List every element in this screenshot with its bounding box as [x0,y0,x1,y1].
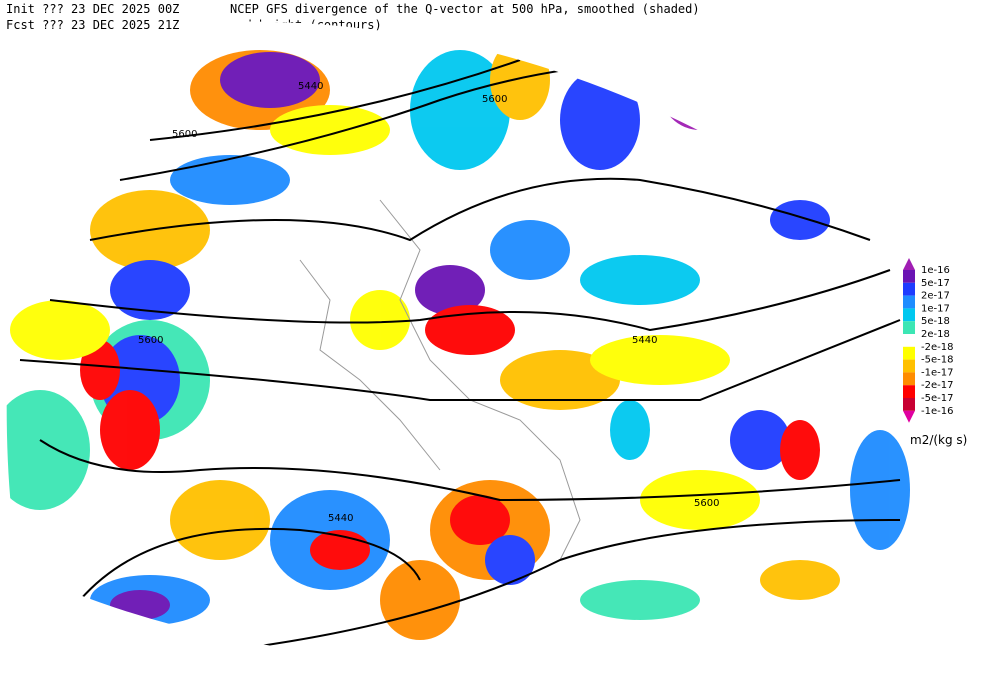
colorbar-label: 5e-17 [921,278,950,289]
colorbar-swatch [903,372,915,386]
contour-label: 5600 [482,94,507,105]
colorbar-label: 1e-17 [921,303,950,314]
colorbar-label: -2e-18 [921,342,953,353]
colorbar-label: -1e-16 [921,406,953,417]
colorbar-cap [903,258,915,270]
colorbar-label: -5e-18 [921,355,953,366]
colorbar-swatch [903,398,915,411]
colorbar-label: -1e-17 [921,367,953,378]
contour-label: 5600 [172,129,197,140]
colorbar-swatch [903,295,915,309]
colorbar-cap [903,410,915,423]
colorbar-swatch [903,282,915,296]
colorbar-swatch [903,270,915,283]
fcst-line: Fcst ??? 23 DEC 2025 21Z [6,18,179,32]
colorbar-label: 5e-18 [921,316,950,327]
colorbar-swatch [903,359,915,373]
colorbar-label: 2e-17 [921,291,950,302]
contour-label: 5600 [138,335,163,346]
contour-label: 5440 [632,335,657,346]
colorbar-label: 2e-18 [921,329,950,340]
title: NCEP GFS divergence of the Q-vector at 5… [230,2,700,16]
colorbar-swatch [903,334,915,347]
colorbar-label: -2e-17 [921,380,953,391]
colorbar-swatch [903,346,915,360]
colorbar-swatch [903,308,915,322]
colorbar-label: 1e-16 [921,265,950,276]
init-line: Init ??? 23 DEC 2025 00Z [6,2,179,16]
colorbar-swatch [903,321,915,334]
colorbar-swatch [903,385,915,398]
contour-label: 5440 [298,81,323,92]
colorbar-label: -5e-17 [921,393,953,404]
units-label: m2/(kg s) [910,433,967,447]
contour-label: 5440 [328,513,353,524]
contour-label: 5600 [694,498,719,509]
